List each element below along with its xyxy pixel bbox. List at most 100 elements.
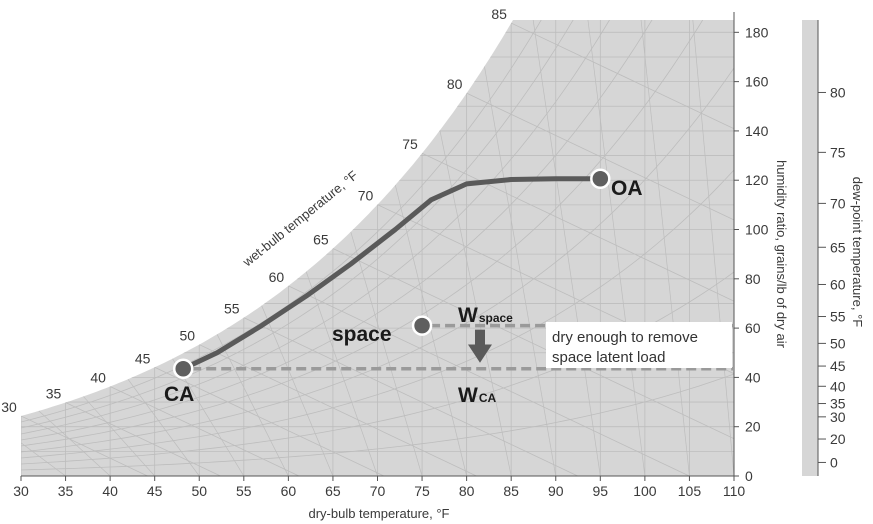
wetbulb-tick-label: 55 (224, 301, 240, 317)
w-space-main: W (458, 304, 478, 327)
process-curve (180, 176, 603, 372)
grid-wetbulb-line (421, 152, 734, 476)
dewpoint-tick-label: 50 (830, 335, 846, 351)
grid-rh-curve (21, 20, 734, 429)
w-space-label: Wspace (458, 304, 513, 327)
grid-volume-line (83, 396, 155, 476)
space-point (411, 315, 433, 336)
dewpoint-tick-label: 80 (830, 84, 846, 100)
dewpoint-tick-label: 20 (830, 431, 846, 447)
y-tick-label: 160 (745, 74, 769, 90)
dewpoint-tick-label: 40 (830, 378, 846, 394)
x-tick-label: 100 (633, 483, 657, 499)
grid-rh-curve (21, 20, 734, 435)
dewpoint-tick-label: 70 (830, 195, 846, 211)
dewpoint-tick-label: 30 (830, 409, 846, 425)
w-ca-subscript: CA (479, 391, 497, 405)
grid-wetbulb-line (511, 22, 734, 476)
dewpoint-strip (802, 20, 818, 476)
wetbulb-tick-label: 40 (90, 369, 106, 385)
grid-volume-line (528, 20, 601, 476)
grid-rh-curve (21, 373, 734, 471)
grid-wetbulb-line (65, 402, 221, 476)
wetbulb-tick-label: 75 (402, 136, 418, 152)
grid-volume-line (38, 410, 111, 476)
x-tick-label: 80 (459, 483, 475, 499)
dewpoint-axis-title: dew-point temperature, °F (850, 177, 865, 327)
x-tick-label: 60 (281, 483, 297, 499)
y-tick-label: 180 (745, 24, 769, 40)
wetbulb-tick-label: 70 (358, 188, 374, 204)
annotation-line-2: space latent load (552, 349, 665, 366)
grid-wetbulb-line (466, 92, 734, 476)
wetbulb-tick-label: 30 (1, 399, 17, 415)
x-tick-label: 75 (414, 483, 430, 499)
y-tick-label: 20 (745, 419, 761, 435)
grid-volume-line (573, 20, 646, 476)
arrow-head (467, 344, 492, 363)
wetbulb-tick-label: 60 (269, 269, 285, 285)
grid-wetbulb-line (243, 317, 578, 476)
x-tick-label: 55 (236, 483, 252, 499)
x-tick-label: 35 (58, 483, 74, 499)
dewpoint-tick-label: 45 (830, 358, 846, 374)
y-tick-label: 140 (745, 123, 769, 139)
x-tick-label: 50 (191, 483, 207, 499)
x-tick-label: 70 (370, 483, 386, 499)
oa-label: OA (611, 177, 643, 200)
y-tick-label: 120 (745, 172, 769, 188)
grid-volume-line (21, 422, 66, 476)
w-ca-label: WCA (458, 384, 496, 407)
dewpoint-tick-label: 60 (830, 276, 846, 292)
dewpoint-tick-label: 55 (830, 309, 846, 325)
annotation-box (546, 322, 732, 368)
arrow-shaft (474, 329, 485, 345)
wetbulb-tick-label: 80 (447, 76, 463, 92)
x-axis-title: dry-bulb temperature, °F (308, 506, 449, 521)
x-tick-label: 65 (325, 483, 341, 499)
ticks-layer: 30 35 40 45 50 55 60 65 70 75 80 85 90 95 100 105 110020… (1, 6, 846, 499)
y-tick-label: 0 (745, 468, 753, 484)
x-tick-label: 45 (147, 483, 163, 499)
dewpoint-tick-label: 75 (830, 144, 846, 160)
x-tick-label: 85 (503, 483, 519, 499)
marks-layer (172, 168, 734, 380)
y-tick-label: 40 (745, 369, 761, 385)
axes-layer (21, 12, 819, 477)
oa-point (590, 168, 611, 189)
wetbulb-tick-label: 85 (491, 6, 507, 22)
x-tick-label: 30 (13, 483, 29, 499)
ca-label: CA (164, 383, 194, 406)
dewpoint-tick-label: 65 (830, 239, 846, 255)
x-tick-label: 40 (102, 483, 118, 499)
grid-wetbulb-line (288, 285, 690, 476)
grid-volume-line (484, 66, 557, 476)
grid-wetbulb-line (199, 344, 477, 476)
grid-volume-line (350, 231, 423, 476)
w-ca-main: W (458, 384, 478, 407)
grid-volume-line (127, 378, 200, 476)
y-tick-label: 80 (745, 271, 761, 287)
grid-volume-line (305, 271, 378, 476)
grid-rh-curve (21, 20, 734, 441)
dewpoint-tick-label: 0 (830, 454, 838, 470)
wetbulb-tick-label: 35 (46, 386, 62, 402)
wetbulb-tick-label: 45 (135, 350, 151, 366)
dewpoint-tick-label: 35 (830, 396, 846, 412)
grid-volume-line (216, 334, 289, 476)
w-space-subscript: space (479, 311, 513, 325)
grid-wetbulb-line (154, 366, 385, 476)
wetbulb-tick-label: 50 (179, 328, 195, 344)
x-tick-label: 90 (548, 483, 564, 499)
y-tick-label: 60 (745, 320, 761, 336)
grid-wetbulb-line (109, 386, 300, 476)
grid-rh-curve (21, 169, 734, 459)
grid-rh-curve (21, 20, 734, 423)
space-label: space (332, 323, 392, 346)
x-tick-label: 105 (678, 483, 702, 499)
y-axis-title: humidity ratio, grains/lb of dry air (774, 160, 789, 349)
x-tick-label: 110 (723, 483, 746, 499)
wetbulb-tick-label: 65 (313, 232, 329, 248)
